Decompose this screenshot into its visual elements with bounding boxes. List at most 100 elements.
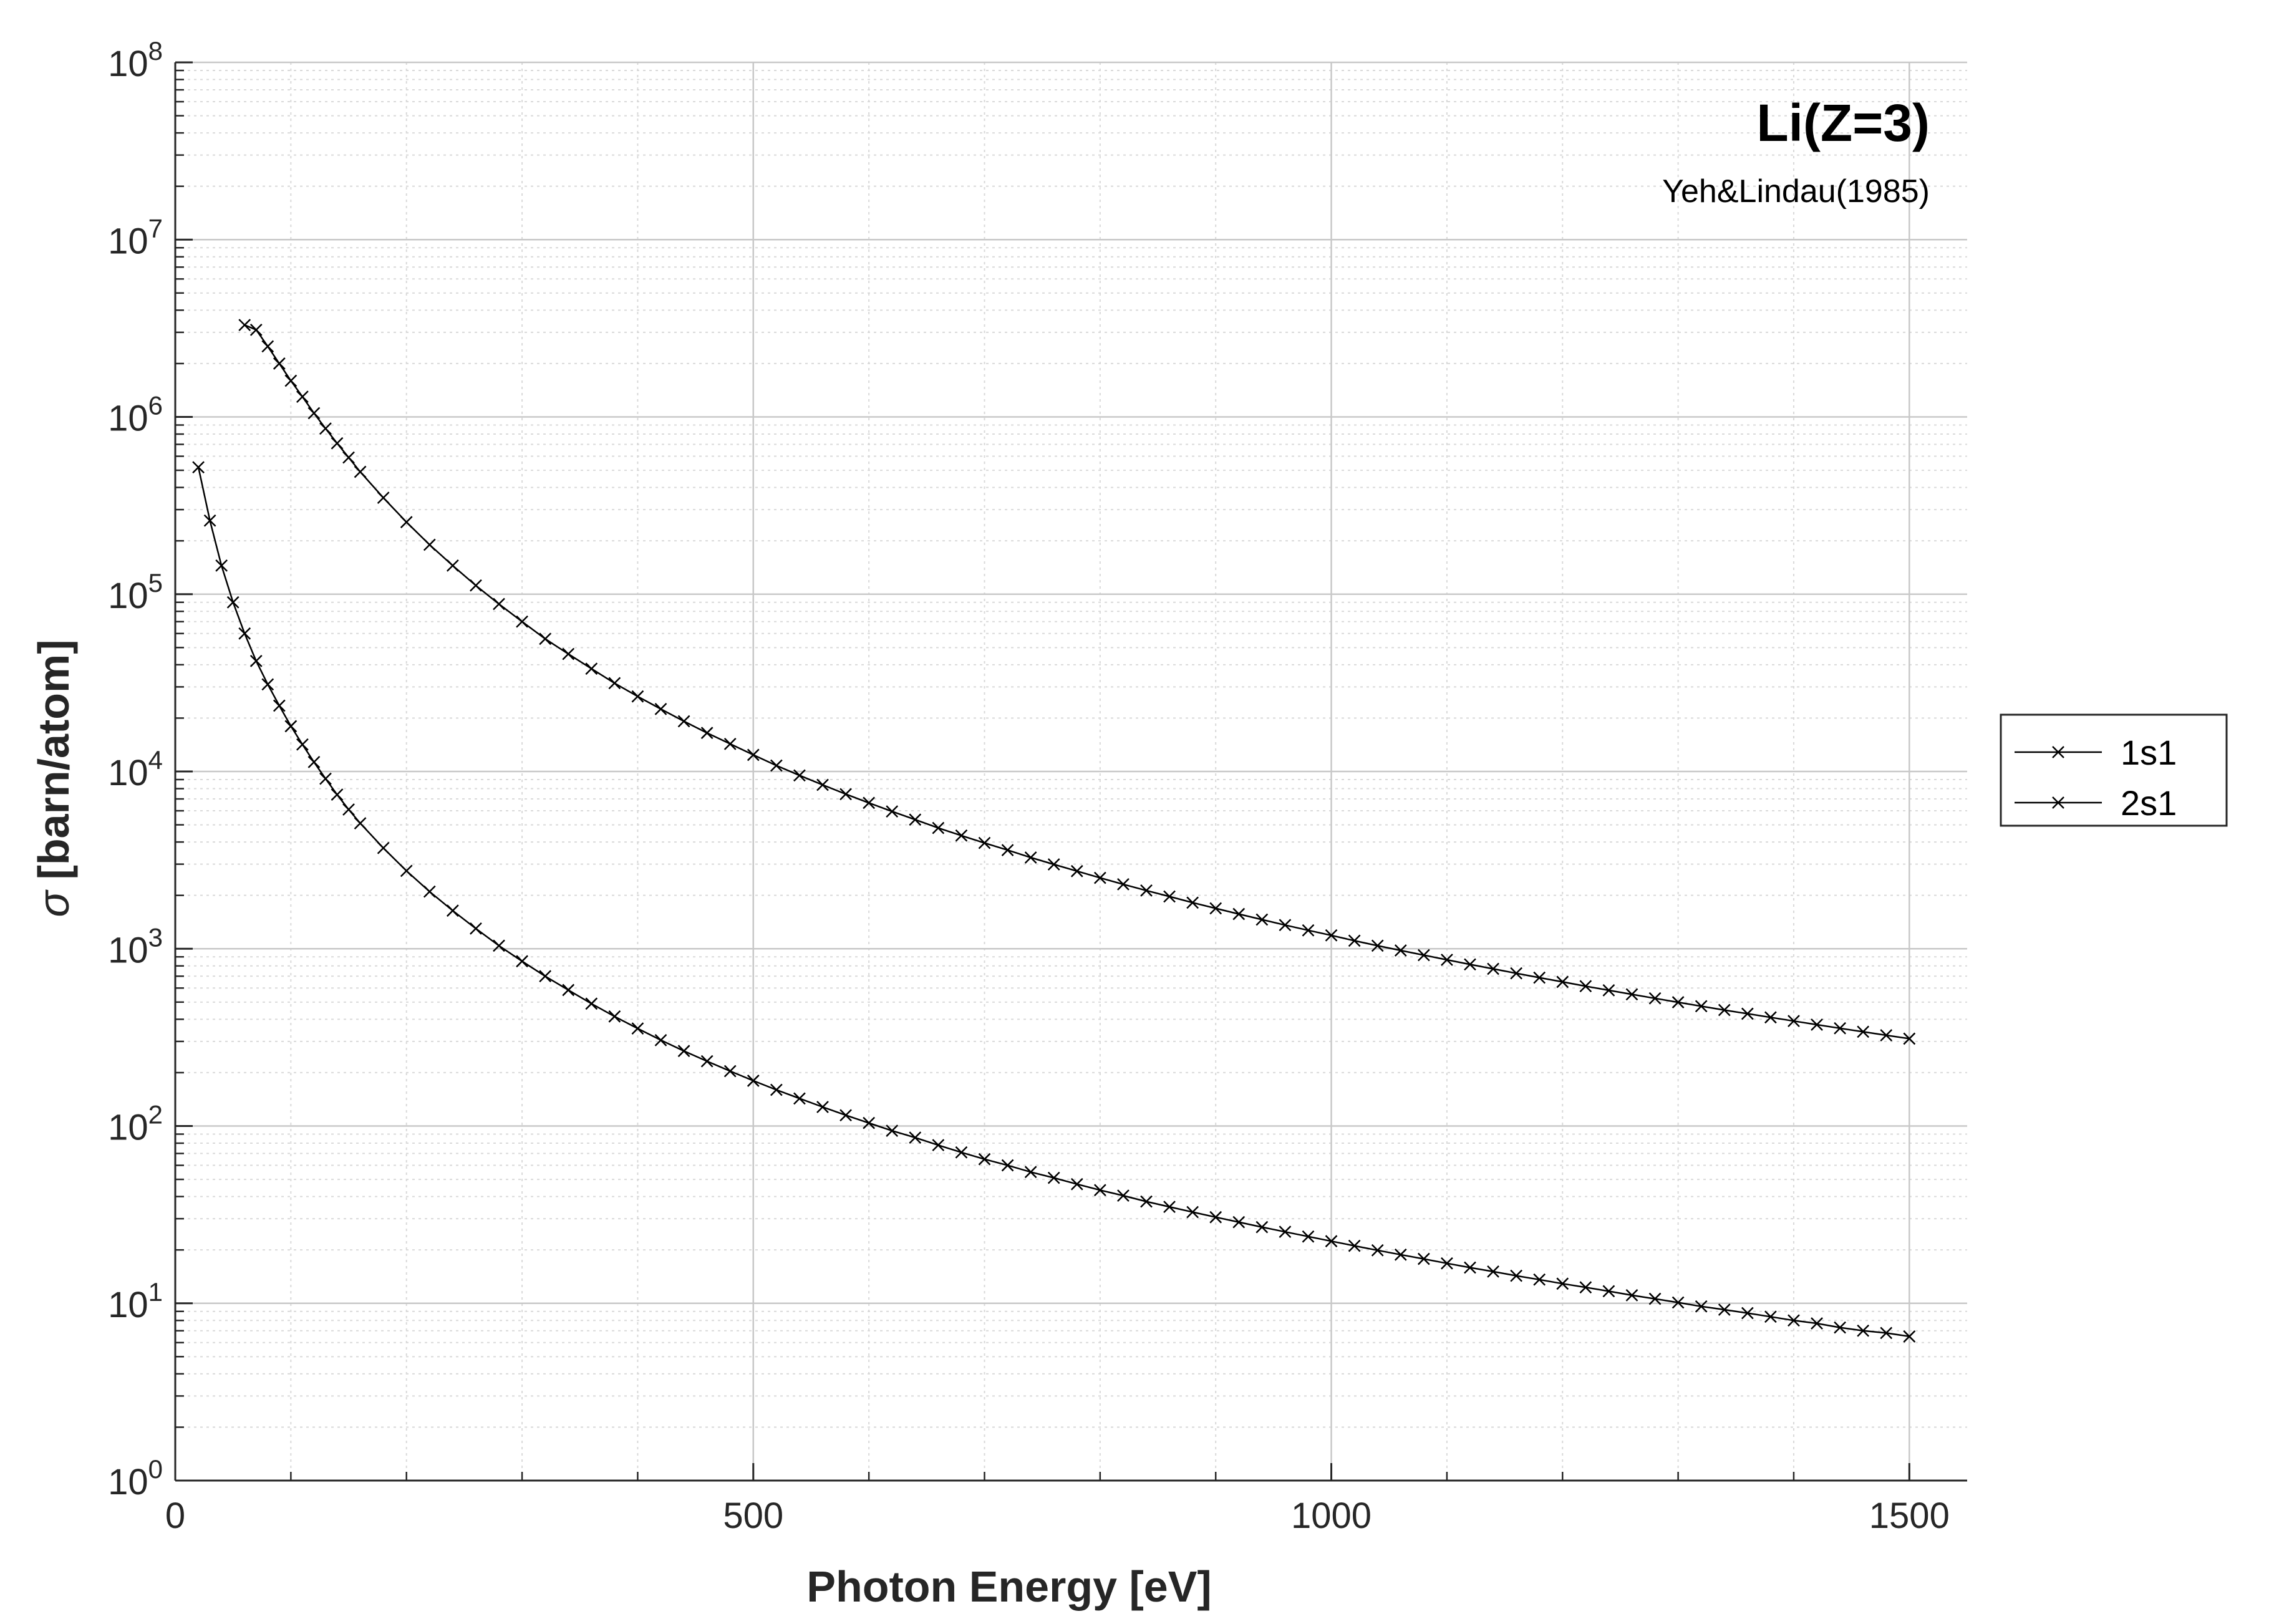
data-point-marker xyxy=(932,1139,945,1152)
data-point-marker xyxy=(839,788,852,801)
series-line xyxy=(197,466,1910,1338)
data-point-marker xyxy=(1695,1000,1708,1013)
data-point-marker xyxy=(1834,1022,1846,1035)
data-point-marker xyxy=(723,1065,737,1078)
y-tick-exponent: 1 xyxy=(148,1277,163,1307)
data-point-marker xyxy=(886,805,899,818)
data-point-marker xyxy=(307,756,321,768)
data-point-marker xyxy=(700,727,714,740)
data-point-marker xyxy=(423,538,436,551)
y-tick-base: 10 xyxy=(108,1462,148,1502)
y-tick-base: 10 xyxy=(108,1108,148,1148)
data-point-marker xyxy=(1024,851,1037,864)
data-point-marker xyxy=(1302,1230,1315,1243)
data-point-marker xyxy=(1348,1239,1361,1252)
chart-text: Li(Z=3) Yeh&Lindau(1985) Photon Energy [… xyxy=(29,94,1930,1611)
data-point-marker xyxy=(1648,992,1662,1005)
y-tick-label: 106 xyxy=(108,391,163,439)
series-1s1 xyxy=(238,319,1916,1045)
chart-subtitle: Yeh&Lindau(1985) xyxy=(1662,173,1930,210)
y-tick-label: 104 xyxy=(108,745,163,793)
data-point-marker xyxy=(1579,980,1592,993)
data-point-marker xyxy=(1672,996,1685,1008)
data-point-marker xyxy=(1834,1321,1846,1334)
data-point-marker xyxy=(1279,1225,1292,1239)
data-point-marker xyxy=(1070,1177,1083,1191)
data-point-marker xyxy=(654,1033,667,1046)
data-point-marker xyxy=(909,1131,922,1144)
data-point-marker xyxy=(238,627,251,640)
data-point-marker xyxy=(1209,1211,1222,1224)
y-tick-exponent: 2 xyxy=(148,1100,163,1129)
data-point-marker xyxy=(470,579,482,592)
data-point-marker xyxy=(793,1092,806,1105)
legend-label: 2s1 xyxy=(2121,783,2177,823)
data-point-marker xyxy=(770,759,783,772)
legend-swatch-marker xyxy=(2052,746,2064,758)
data-point-marker xyxy=(631,1022,644,1035)
data-point-marker xyxy=(1163,1201,1176,1213)
data-point-marker xyxy=(608,677,621,690)
data-point-marker xyxy=(423,885,436,898)
data-point-marker xyxy=(1602,984,1615,997)
data-point-marker xyxy=(1510,1269,1523,1282)
data-point-marker xyxy=(1279,919,1292,932)
data-point-marker xyxy=(1302,924,1315,937)
data-point-marker xyxy=(539,632,552,645)
data-point-marker xyxy=(284,374,298,387)
y-tick-exponent: 5 xyxy=(148,568,163,597)
data-point-marker xyxy=(1117,878,1130,891)
data-point-marker xyxy=(909,813,922,826)
data-point-marker xyxy=(1024,1166,1037,1179)
data-point-marker xyxy=(1533,1273,1546,1286)
data-point-marker xyxy=(319,422,332,435)
y-tick-label: 100 xyxy=(108,1454,163,1502)
data-point-marker xyxy=(1093,871,1106,884)
data-point-marker xyxy=(1140,884,1153,897)
data-point-marker xyxy=(816,778,829,791)
y-tick-label: 107 xyxy=(108,213,163,261)
data-point-marker xyxy=(1186,1206,1199,1219)
data-point-marker xyxy=(1348,934,1361,947)
data-point-marker xyxy=(400,516,413,529)
data-point-marker xyxy=(1001,844,1014,857)
data-point-marker xyxy=(863,796,876,810)
data-point-marker xyxy=(1047,1171,1060,1184)
y-tick-label: 108 xyxy=(108,36,163,84)
data-point-marker xyxy=(238,319,251,331)
data-point-marker xyxy=(585,662,598,675)
data-point-marker xyxy=(816,1101,829,1113)
y-tick-label: 105 xyxy=(108,568,163,616)
data-point-marker xyxy=(677,1045,690,1058)
data-point-marker xyxy=(1556,975,1569,988)
data-point-marker xyxy=(539,970,552,983)
data-point-marker xyxy=(1394,944,1407,957)
data-point-marker xyxy=(1001,1159,1014,1172)
data-point-marker xyxy=(1764,1310,1777,1323)
data-point-marker xyxy=(1232,907,1246,921)
data-point-marker xyxy=(284,720,298,733)
data-point-marker xyxy=(296,390,309,403)
data-point-marker xyxy=(446,559,459,572)
data-point-marker xyxy=(863,1116,876,1129)
data-point-marker xyxy=(1417,949,1430,962)
data-point-marker xyxy=(955,829,968,842)
data-point-marker xyxy=(1232,1216,1246,1229)
data-point-marker xyxy=(608,1010,621,1023)
legend-swatch-marker xyxy=(2052,796,2064,809)
data-point-marker xyxy=(585,997,598,1010)
data-point-marker xyxy=(955,1146,968,1159)
data-point-marker xyxy=(770,1083,783,1096)
data-series xyxy=(192,319,1916,1343)
data-point-marker xyxy=(342,803,355,816)
data-point-marker xyxy=(261,678,274,691)
data-point-marker xyxy=(654,703,667,715)
data-point-marker xyxy=(562,984,575,997)
y-axis-label: σ [barn/atom] xyxy=(29,639,78,917)
data-point-marker xyxy=(249,654,263,667)
data-point-marker xyxy=(1880,1029,1893,1042)
